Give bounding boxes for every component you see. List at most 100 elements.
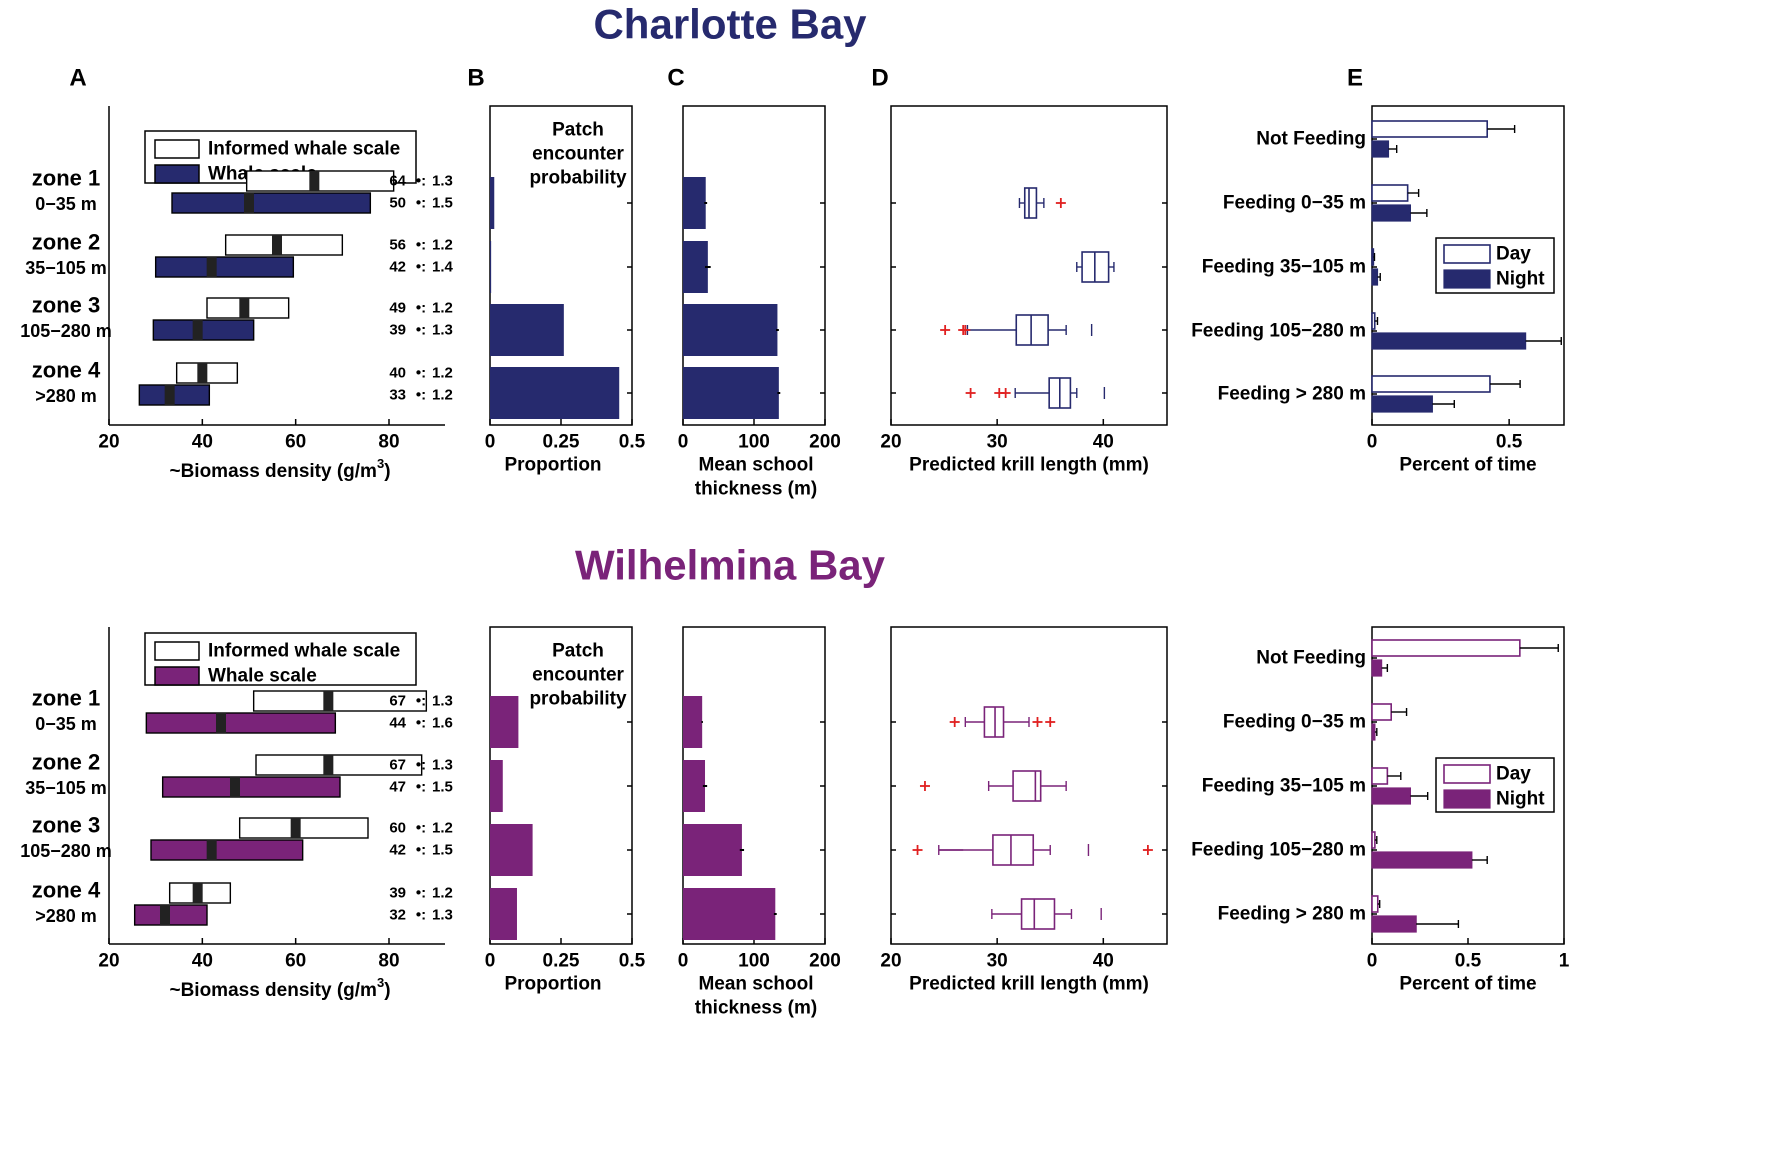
whale-median-label: 39 [389, 322, 406, 339]
informed-spread-label: 1.2 [432, 365, 453, 382]
panel-a-tick-label: 80 [378, 951, 399, 972]
separator-dots: •: [416, 907, 426, 924]
panel-b-annotation: encounter [532, 144, 624, 165]
bar [683, 760, 706, 812]
panel-d-tick-label: 20 [880, 951, 901, 972]
separator-dots: •: [416, 173, 426, 190]
panel-b-annotation: probability [529, 689, 627, 710]
whale-scale-median [206, 840, 217, 860]
night-bar [1371, 723, 1376, 741]
informed-median-label: 49 [389, 300, 406, 317]
category-label: Feeding 35−105 m [1202, 257, 1366, 278]
informed-spread-label: 1.2 [432, 237, 453, 254]
panel-a-xlabel-main: ~Biomass density (g/m [169, 461, 376, 482]
panel-d-frame [890, 105, 1168, 426]
bar [490, 888, 517, 940]
panel-e-legend-day: Day [1496, 244, 1531, 265]
informed-scale-median [192, 883, 203, 903]
zone-name: zone 3 [32, 293, 100, 318]
whale-scale-median [164, 385, 175, 405]
panel-c-xlabel: thickness (m) [695, 479, 817, 500]
panel-a-tick-label: 60 [285, 951, 306, 972]
panel-b-xlabel: Proportion [504, 974, 601, 995]
whale-spread-label: 1.5 [432, 842, 453, 859]
night-bar [1371, 332, 1527, 350]
whale-median-label: 32 [389, 907, 406, 924]
panel-e-tick-label: 0 [1367, 951, 1378, 972]
panel-a-tick-label: 80 [378, 432, 399, 453]
whale-scale-median [160, 905, 170, 925]
panel-a-legend-informed: Informed whale scale [208, 139, 400, 160]
panel-d-xlabel: Predicted krill length (mm) [909, 974, 1149, 995]
panel-b-tick-label: 0.5 [619, 432, 646, 453]
panel-c-tick-label: 0 [678, 951, 689, 972]
whale-scale-median [230, 777, 240, 797]
panel-e-tick-label: 0.5 [1496, 432, 1523, 453]
panel-b-tick-label: 0 [485, 951, 496, 972]
panel-a-tick-label: 40 [192, 432, 213, 453]
separator-dots: •: [416, 259, 426, 276]
panel-e-tick-label: 1 [1559, 951, 1570, 972]
panel-b-tick-label: 0.5 [619, 951, 646, 972]
panel-a-legend-swatch-informed [154, 641, 200, 661]
day-bar [1371, 184, 1409, 202]
panel-b-annotation: encounter [532, 665, 624, 686]
informed-median-label: 67 [389, 757, 406, 774]
zone-name: zone 4 [32, 358, 101, 383]
panel-a-xlabel: ~Biomass density (g/m3) [169, 456, 390, 482]
panel-letter: E [1347, 65, 1363, 92]
informed-spread-label: 1.3 [432, 757, 453, 774]
box [1012, 770, 1042, 802]
whale-median-label: 44 [389, 715, 406, 732]
separator-dots: •: [416, 842, 426, 859]
separator-dots: •: [416, 322, 426, 339]
panel-d-tick-label: 40 [1093, 951, 1114, 972]
bar [683, 241, 708, 293]
panel-letter: A [69, 65, 86, 92]
panel-c-tick-label: 200 [809, 951, 841, 972]
whale-scale-median [192, 320, 203, 340]
day-bar [1371, 703, 1393, 721]
separator-dots: •: [416, 885, 426, 902]
panel-c-xlabel: thickness (m) [695, 998, 817, 1019]
separator-dots: •: [416, 820, 426, 837]
whale-spread-label: 1.5 [432, 195, 453, 212]
informed-scale-box [252, 690, 428, 712]
bar [490, 304, 564, 356]
separator-dots: •: [416, 715, 426, 732]
panel-a-xlabel-main: ~Biomass density (g/m [169, 980, 376, 1001]
panel-a-tick-label: 20 [98, 951, 119, 972]
panel-a-tick-label: 60 [285, 432, 306, 453]
zone-name: zone 3 [32, 813, 100, 838]
category-label: Feeding 105−280 m [1191, 321, 1366, 342]
panel-e-legend-swatch-day [1443, 244, 1491, 264]
panel-a-xlabel-close: ) [384, 461, 390, 482]
panel-c-xlabel: Mean school [698, 455, 813, 476]
day-bar [1371, 375, 1491, 393]
whale-scale-box [171, 192, 372, 214]
whale-spread-label: 1.2 [432, 387, 453, 404]
informed-spread-label: 1.2 [432, 820, 453, 837]
informed-scale-box [224, 234, 344, 256]
whale-median-label: 42 [389, 842, 406, 859]
whale-scale-box [150, 839, 304, 861]
whale-spread-label: 1.5 [432, 779, 453, 796]
informed-spread-label: 1.3 [432, 173, 453, 190]
category-label: Feeding > 280 m [1218, 384, 1366, 405]
panel-b-annotation: Patch [552, 641, 604, 662]
panel-b-annotation: Patch [552, 120, 604, 141]
informed-scale-median [323, 755, 334, 775]
day-bar [1371, 248, 1375, 266]
panel-e-xlabel: Percent of time [1399, 974, 1536, 995]
bar [683, 177, 706, 229]
panel-a-legend-informed: Informed whale scale [208, 641, 400, 662]
panel-a-xlabel: ~Biomass density (g/m3) [169, 975, 390, 1001]
zone-depth: 0−35 m [35, 714, 97, 734]
separator-dots: •: [416, 693, 426, 710]
panel-e-legend-night: Night [1496, 789, 1545, 810]
separator-dots: •: [416, 195, 426, 212]
zone-depth: >280 m [35, 906, 97, 926]
day-bar [1371, 831, 1376, 849]
zone-depth: >280 m [35, 386, 97, 406]
day-bar [1371, 895, 1379, 913]
